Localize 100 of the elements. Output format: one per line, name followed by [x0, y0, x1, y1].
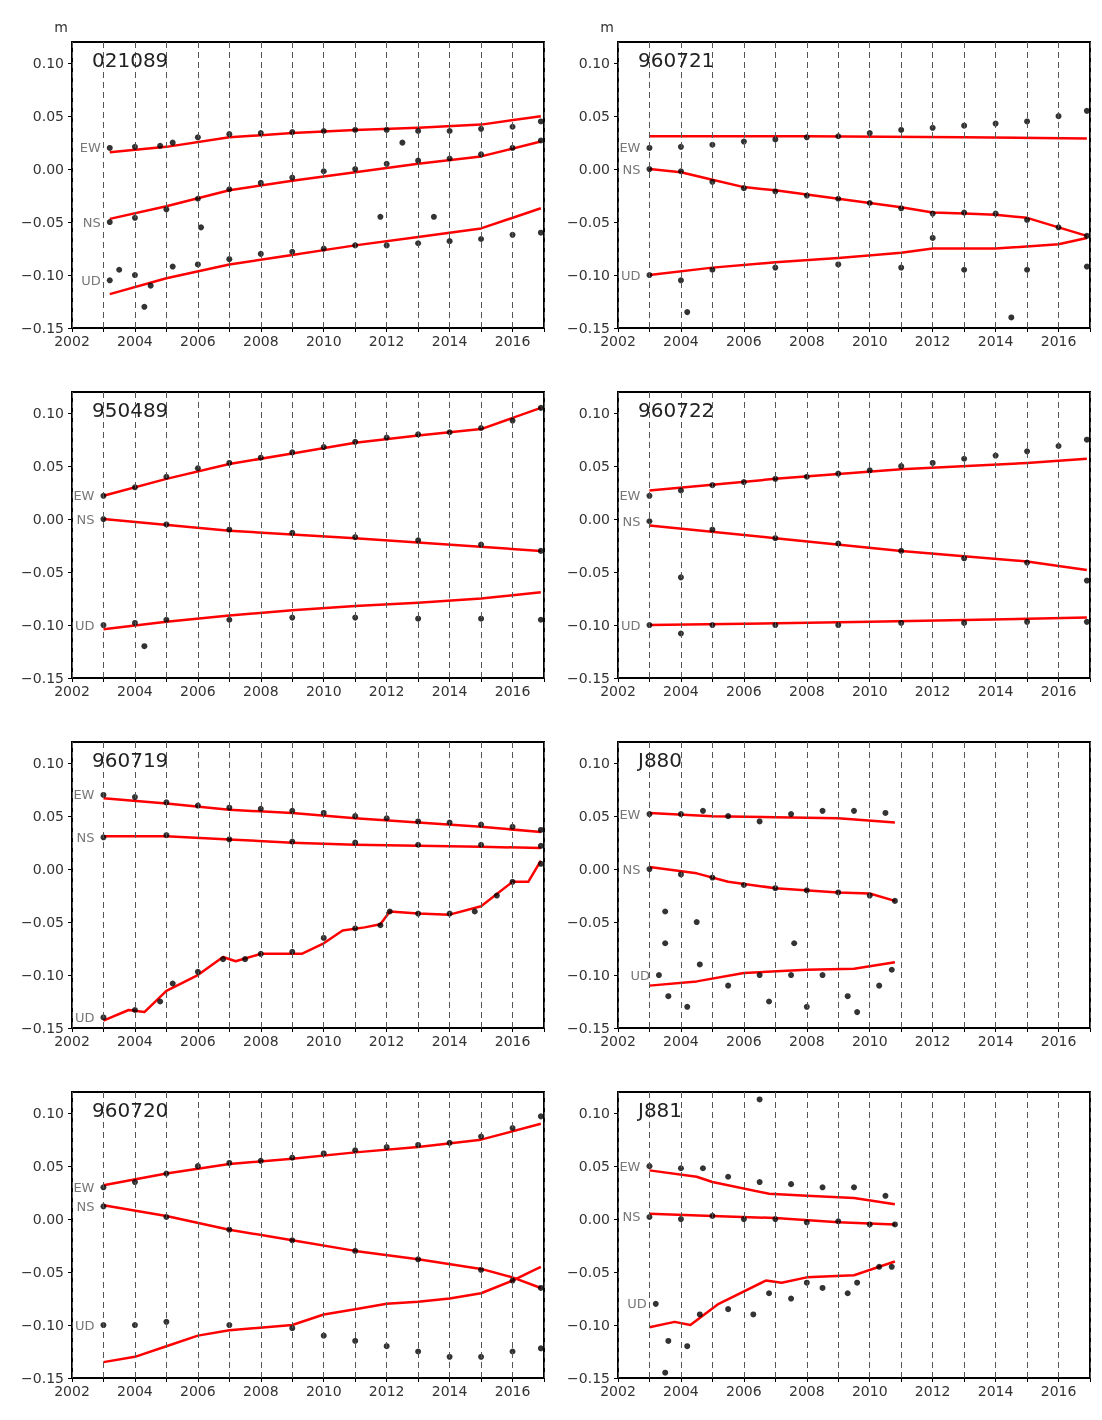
- point: [665, 993, 672, 1000]
- point: [478, 125, 485, 132]
- y-tick-label: 0.05: [578, 458, 610, 475]
- y-tick-label: −0.10: [21, 617, 64, 634]
- point: [194, 968, 201, 975]
- series-label: UD: [620, 617, 641, 633]
- point: [835, 1218, 842, 1225]
- point: [684, 1343, 691, 1350]
- point: [194, 465, 201, 472]
- point: [430, 213, 437, 220]
- point: [157, 142, 164, 149]
- point: [537, 860, 544, 867]
- series-label: UD: [630, 967, 650, 983]
- x-tick-label: 2014: [977, 1383, 1014, 1399]
- point: [1024, 266, 1031, 273]
- point: [851, 1184, 857, 1191]
- point: [766, 1290, 773, 1297]
- y-tick-label: −0.15: [21, 670, 64, 686]
- point: [655, 972, 662, 979]
- point: [699, 1165, 706, 1172]
- x-tick-label: 2016: [494, 333, 531, 349]
- series-label: NS: [622, 1209, 641, 1225]
- point: [415, 1256, 422, 1263]
- series-label: NS: [76, 511, 95, 527]
- y-tick-label: 0.05: [578, 1158, 610, 1175]
- y-axis-title: m: [54, 19, 68, 35]
- point: [478, 1266, 485, 1273]
- x-tick-label: 2006: [726, 683, 762, 699]
- x-tick-label: 2006: [726, 1383, 762, 1399]
- x-tick-label: 2002: [54, 1033, 90, 1049]
- x-tick-label: 2016: [1040, 333, 1077, 349]
- point: [1083, 263, 1090, 270]
- point: [352, 1147, 359, 1154]
- point: [106, 219, 113, 226]
- point: [819, 807, 826, 814]
- y-tick-label: −0.05: [21, 1264, 64, 1281]
- point: [289, 1237, 296, 1244]
- x-tick-label: 2002: [54, 333, 90, 349]
- point: [415, 127, 422, 134]
- point: [772, 1216, 779, 1223]
- point: [740, 185, 747, 192]
- x-tick-label: 2002: [600, 1033, 636, 1049]
- y-tick-label: −0.05: [21, 914, 64, 931]
- point: [854, 1279, 861, 1286]
- annotation: J881: [636, 1098, 683, 1122]
- x-tick-label: 2010: [305, 683, 342, 699]
- point: [131, 1179, 138, 1186]
- point: [882, 1192, 889, 1199]
- point: [169, 980, 176, 987]
- y-tick-label: −0.10: [21, 1317, 64, 1334]
- x-tick-label: 2012: [914, 1033, 951, 1049]
- x-tick-label: 2008: [788, 1383, 825, 1399]
- point: [898, 205, 905, 212]
- point: [537, 229, 544, 236]
- point: [803, 887, 810, 894]
- x-tick-label: 2012: [368, 1383, 405, 1399]
- annotation: J880: [636, 748, 683, 772]
- point: [386, 908, 393, 915]
- point: [961, 619, 968, 626]
- point: [537, 137, 544, 144]
- y-tick-label: −0.05: [567, 564, 610, 581]
- x-tick-label: 2012: [368, 1033, 405, 1049]
- x-tick-label: 2002: [600, 683, 636, 699]
- y-tick-label: 0.10: [32, 55, 64, 72]
- y-tick-label: −0.15: [567, 1370, 610, 1386]
- point: [684, 309, 691, 316]
- point: [226, 256, 233, 263]
- x-tick-label: 2010: [305, 333, 342, 349]
- y-tick-label: −0.15: [567, 320, 610, 336]
- series-label: NS: [622, 861, 641, 877]
- point: [478, 615, 485, 622]
- point: [677, 168, 684, 175]
- x-tick-label: 2002: [54, 683, 90, 699]
- point: [788, 972, 795, 979]
- point: [652, 1300, 659, 1307]
- series-label: UD: [620, 267, 641, 283]
- point: [756, 972, 763, 979]
- x-tick-label: 2004: [663, 1033, 699, 1049]
- x-tick-label: 2006: [180, 683, 216, 699]
- x-tick-label: 2016: [1040, 683, 1077, 699]
- point: [537, 1284, 544, 1291]
- point: [537, 1113, 544, 1120]
- x-tick-label: 2008: [788, 333, 825, 349]
- point: [696, 1311, 703, 1318]
- y-tick-label: 0.00: [32, 1211, 64, 1228]
- point: [961, 455, 968, 462]
- point: [478, 425, 485, 432]
- point: [415, 818, 422, 825]
- point: [756, 818, 763, 825]
- point: [693, 919, 700, 926]
- series-label: NS: [622, 161, 641, 177]
- point: [147, 282, 154, 289]
- point: [194, 195, 201, 202]
- point: [169, 139, 176, 146]
- point: [891, 1221, 898, 1228]
- x-tick-label: 2010: [305, 1033, 342, 1049]
- point: [257, 1157, 264, 1164]
- x-tick-label: 2008: [242, 1033, 279, 1049]
- series-label: EW: [619, 140, 641, 156]
- point: [537, 826, 544, 833]
